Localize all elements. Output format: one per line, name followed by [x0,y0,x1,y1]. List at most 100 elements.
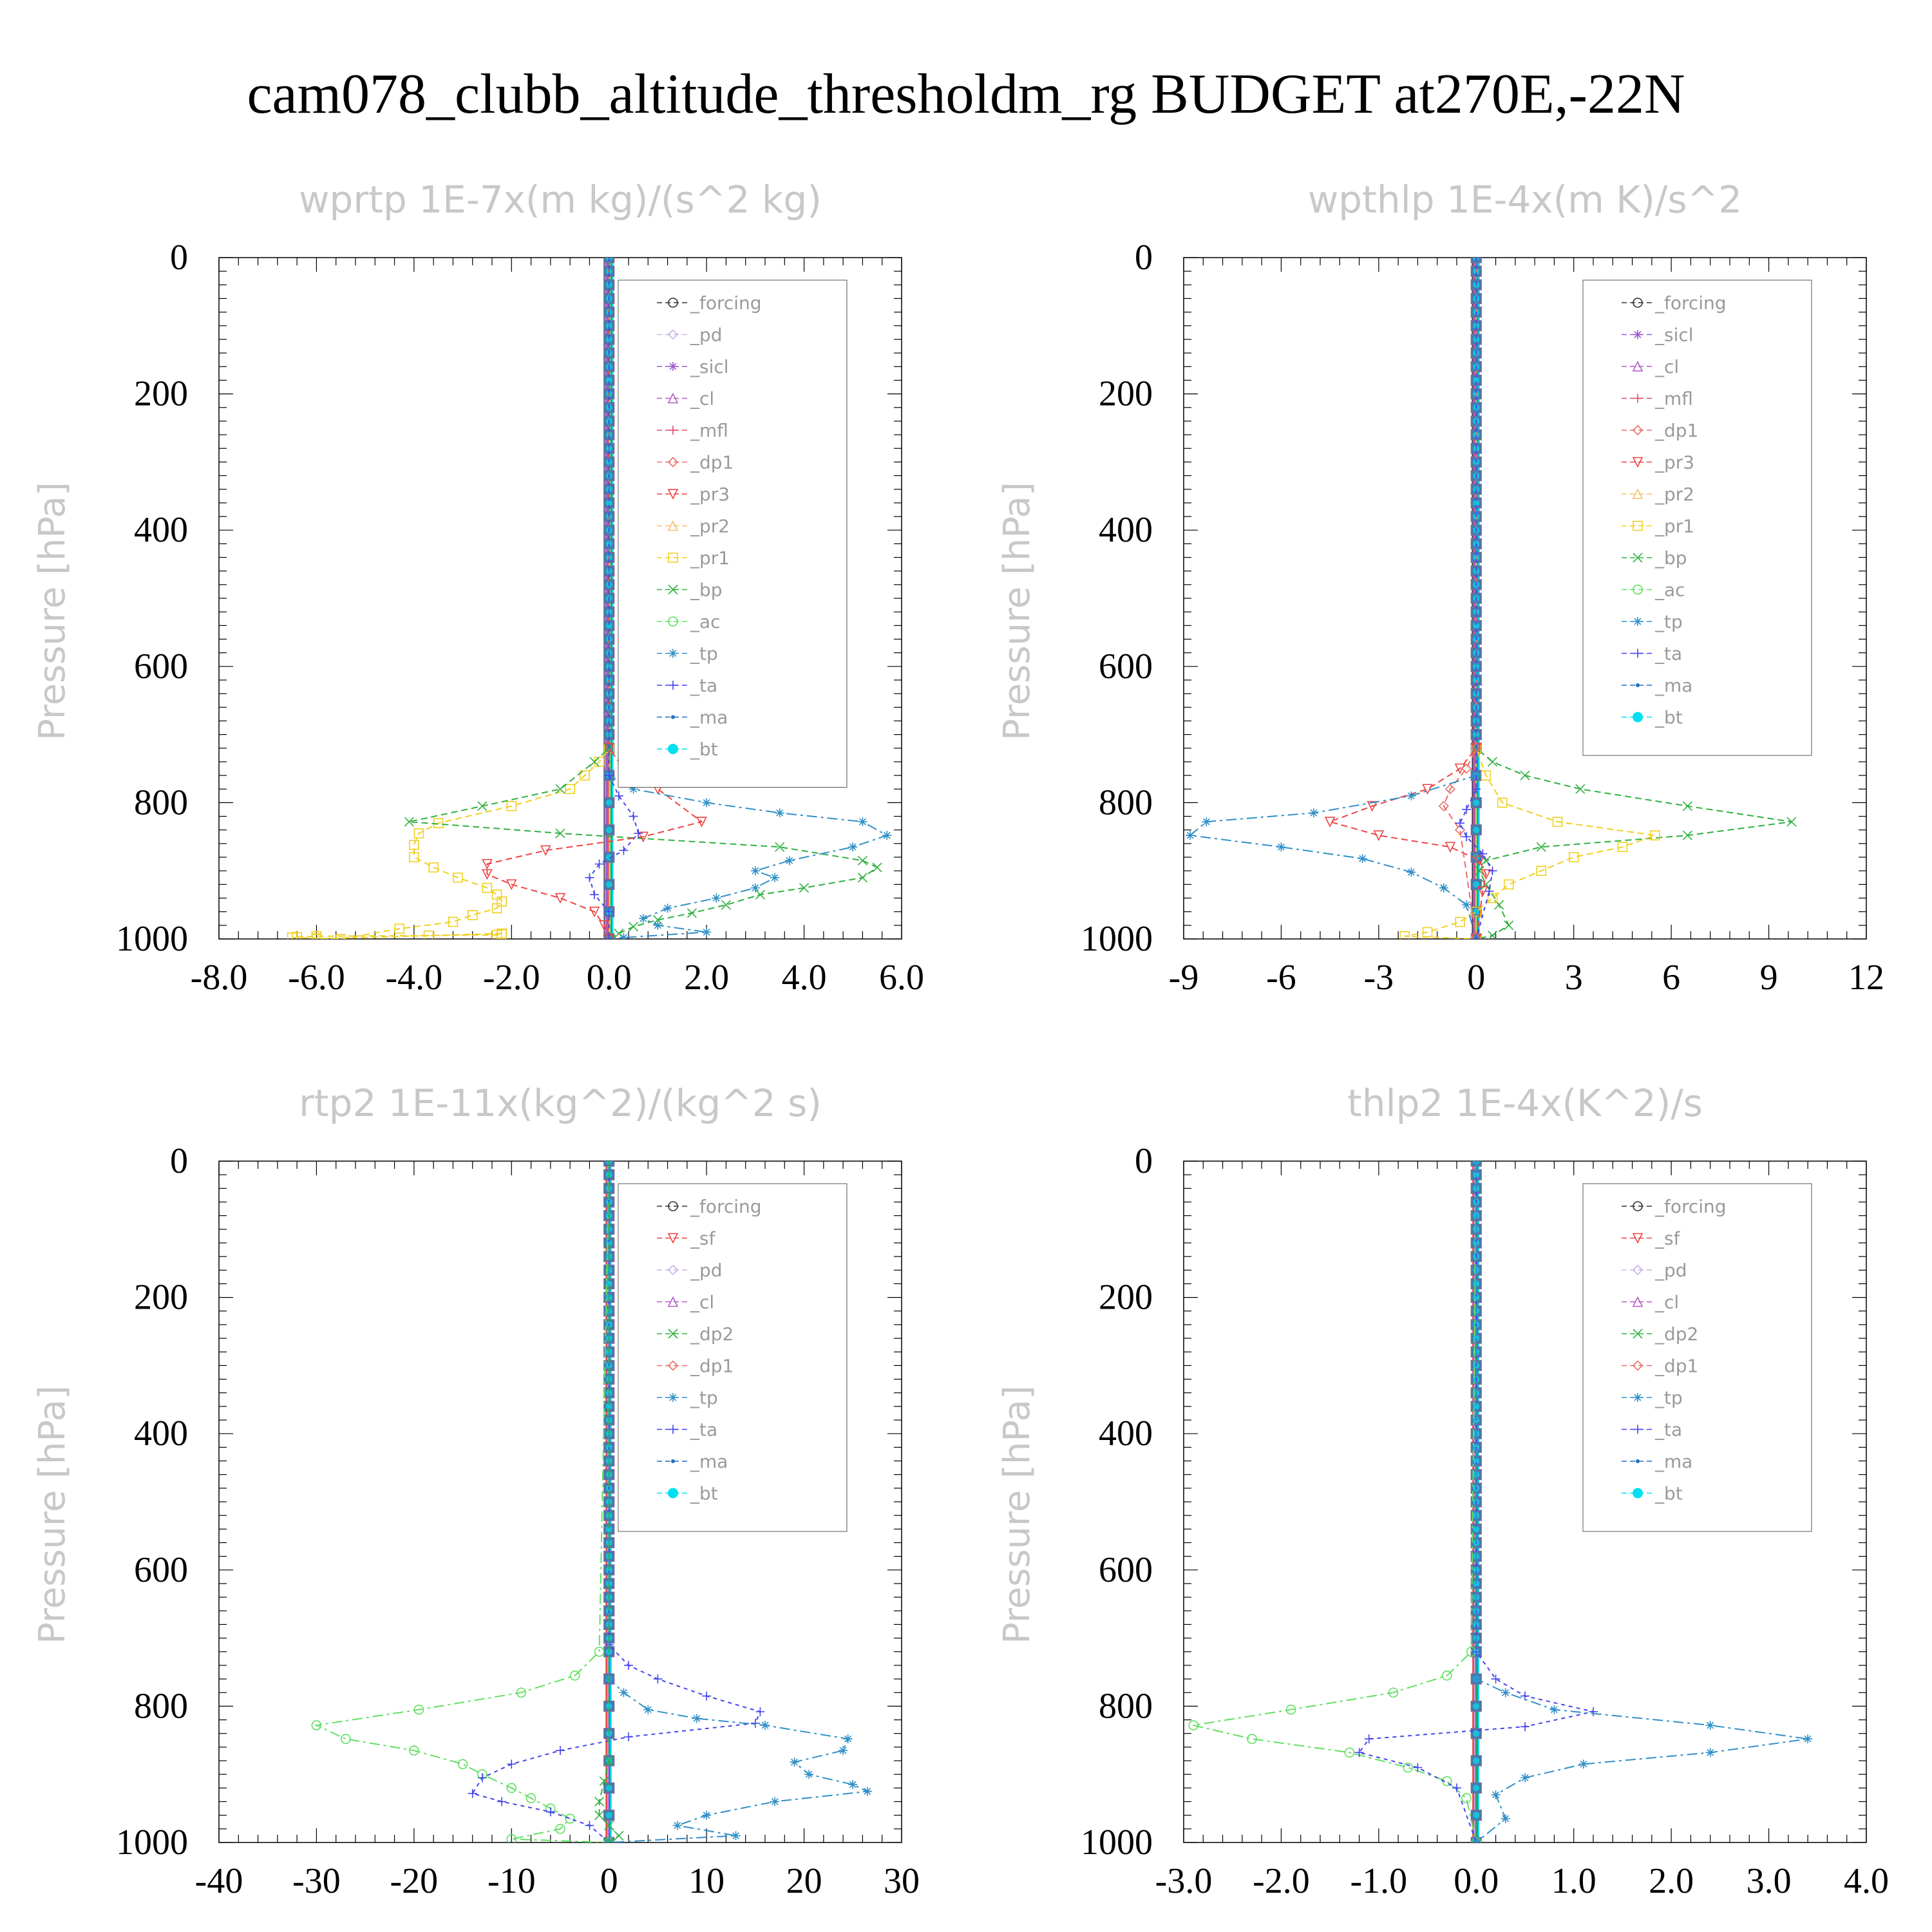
series-point [1364,1734,1374,1744]
legend-label: _pd [690,325,723,346]
legend-marker [1632,488,1643,499]
series-dp1 [311,1161,614,1842]
series-point [506,1833,517,1842]
zero-series-dot [605,1812,612,1819]
legend-item: _ta [657,675,717,696]
x-tick-label: -30 [292,1861,341,1901]
series-point [1452,1783,1461,1793]
series-point [556,1746,565,1756]
series-point [799,883,810,893]
panel-title: wpthlp 1E-4x(m K)/s^2 [1308,178,1742,222]
series-point [453,872,463,883]
series-point [619,933,629,939]
series-point [604,1756,614,1766]
legend-item: _bt [657,739,718,760]
series-point [555,784,565,794]
zero-series-dot [1473,1812,1480,1819]
series-point [1549,1705,1559,1714]
series-tp [1472,1161,1813,1842]
legend-marker [1632,1264,1643,1276]
legend-item: _pr1 [657,547,730,569]
series-point [838,1746,848,1756]
y-tick-label: 600 [134,1550,188,1590]
series-point [467,910,478,920]
series-point [507,1759,516,1769]
zero-series-dot [1473,799,1480,806]
series-point [599,1776,609,1786]
series-point [619,846,629,855]
series-point [477,801,488,811]
figure-title: cam078_clubb_altitude_thresholdm_rg BUDG… [247,63,1685,126]
series-point [614,791,623,800]
legend-box [1582,279,1812,756]
series-point [1520,1722,1530,1732]
legend-item: _pr2 [657,516,730,537]
zero-series-dot [605,663,612,670]
series-point [292,932,302,939]
plot-area [1186,258,1797,939]
series-point [565,784,575,795]
legend-label: _sicl [1654,325,1694,346]
series-point [603,743,615,754]
legend-label: _pr3 [690,484,730,505]
series-point [1650,830,1660,840]
y-tick-label: 200 [134,1278,188,1318]
x-tick-label: 0 [1467,958,1485,998]
legend-label: _pr1 [690,547,730,569]
plot-area [311,1161,872,1842]
series-point [784,856,794,866]
series-point [1276,842,1286,852]
series-point [672,1821,682,1830]
legend-label: _ma [690,1451,728,1472]
zero-series-dot [605,1566,612,1573]
series-point [1705,1748,1715,1757]
x-tick-label: 20 [786,1861,822,1901]
legend-marker [668,584,678,595]
series-point [1705,1721,1715,1730]
legend-marker [667,1264,679,1276]
series-point [1520,1773,1530,1783]
series-point [1442,1670,1452,1681]
legend-label: _pd [690,1260,723,1281]
legend-label: _ta [690,675,717,696]
legend-label: _mfl [1654,388,1693,410]
legend-marker [1636,683,1640,687]
zero-series-dot [605,336,612,343]
series-point [750,866,760,876]
legend-label: _bp [1654,547,1687,569]
legend-item: _dp1 [657,1356,734,1377]
series-point [554,893,566,904]
y-tick-label: 400 [1099,510,1153,550]
x-tick-label: 12 [1848,958,1884,998]
legend-item: _cl [657,1292,714,1313]
legend-label: _sicl [690,356,729,377]
y-tick-label: 800 [1099,1686,1153,1726]
zero-series-dot [1473,1526,1480,1533]
x-tick-label: 10 [688,1861,724,1901]
series-point [1472,1674,1481,1684]
series-line [471,1161,761,1842]
series-point [1354,1748,1364,1757]
y-tick-label: 600 [1099,1550,1153,1590]
series-point [702,1810,712,1820]
y-axis-label: Pressure [hPa] [32,482,73,741]
series-point [409,1745,419,1756]
series-point [457,1759,468,1770]
x-tick-label: 2.0 [1649,1861,1694,1901]
series-line [486,258,703,939]
legend-label: _cl [690,1292,714,1313]
series-point [696,817,707,828]
zero-series-dot [605,1785,612,1792]
zero-series-dot [1473,881,1480,888]
zero-series-dot [1473,1403,1480,1410]
series-point [1309,808,1318,818]
legend-marker [1633,712,1643,723]
series-point [702,798,712,808]
x-tick-label: -2.0 [1253,1861,1310,1901]
legend-label: _dp2 [690,1323,734,1345]
legend-label: _sf [690,1228,716,1249]
legend-item: _ma [657,1451,728,1472]
series-point [590,890,599,900]
series-point [755,889,765,900]
series-line [1475,1161,1808,1842]
